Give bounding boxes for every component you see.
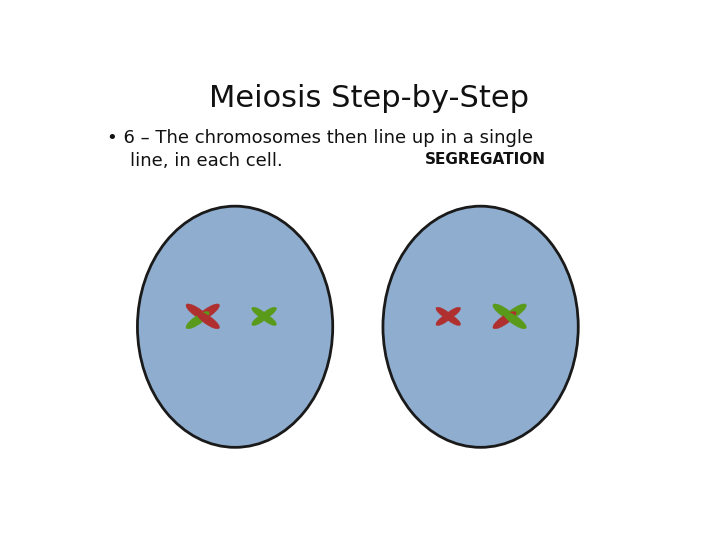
Ellipse shape [260, 307, 276, 320]
Text: line, in each cell.: line, in each cell. [107, 152, 282, 170]
Ellipse shape [186, 312, 210, 329]
Ellipse shape [197, 304, 220, 321]
Ellipse shape [197, 312, 220, 329]
Ellipse shape [383, 206, 578, 447]
Ellipse shape [252, 313, 269, 326]
Text: Meiosis Step-by-Step: Meiosis Step-by-Step [209, 84, 529, 112]
Ellipse shape [260, 313, 276, 326]
Text: • 6 – The chromosomes then line up in a single: • 6 – The chromosomes then line up in a … [107, 129, 533, 147]
Ellipse shape [436, 307, 453, 320]
Ellipse shape [503, 312, 526, 329]
Ellipse shape [436, 313, 453, 326]
Text: SEGREGATION: SEGREGATION [425, 152, 546, 167]
Ellipse shape [444, 313, 461, 326]
Ellipse shape [503, 304, 526, 321]
Ellipse shape [444, 307, 461, 320]
Ellipse shape [186, 304, 210, 321]
Ellipse shape [493, 304, 516, 321]
Ellipse shape [493, 312, 516, 329]
Ellipse shape [138, 206, 333, 447]
Ellipse shape [252, 307, 269, 320]
